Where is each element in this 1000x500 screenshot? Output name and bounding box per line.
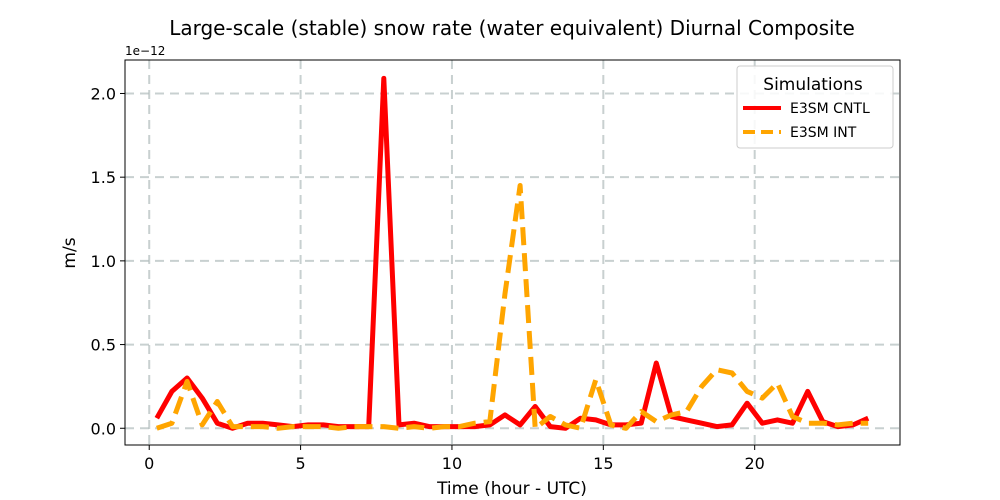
y-tick-label: 2.0 [91,84,116,103]
legend-title: Simulations [763,75,863,95]
y-tick-label: 1.0 [91,252,116,271]
y-axis-label: m/s [60,237,80,268]
x-tick-label: 0 [144,454,154,473]
x-tick-label: 5 [295,454,305,473]
ticks: 0 5 10 15 20 0.0 0.5 1.0 1.5 2.0 [91,84,765,473]
x-tick-label: 10 [442,454,462,473]
legend: Simulations E3SM CNTL E3SM INT [736,65,894,149]
series-line-e3sm-cntl [154,75,870,431]
y-tick-label: 0.0 [91,419,116,438]
plot-frame [124,59,901,446]
x-tick-label: 20 [745,454,765,473]
legend-box [736,65,894,149]
x-tick-label: 15 [593,454,613,473]
chart-title: Large-scale (stable) snow rate (water eq… [169,16,855,40]
legend-label-e3sm-int: E3SM INT [790,125,857,141]
y-offset-label: 1e−12 [125,44,165,58]
y-tick-label: 1.5 [91,168,116,187]
y-tick-label: 0.5 [91,336,116,355]
series-layer [154,75,870,431]
x-axis-label: Time (hour - UTC) [436,479,587,499]
series-line-e3sm-int [156,183,869,431]
legend-label-e3sm-cntl: E3SM CNTL [790,101,870,117]
